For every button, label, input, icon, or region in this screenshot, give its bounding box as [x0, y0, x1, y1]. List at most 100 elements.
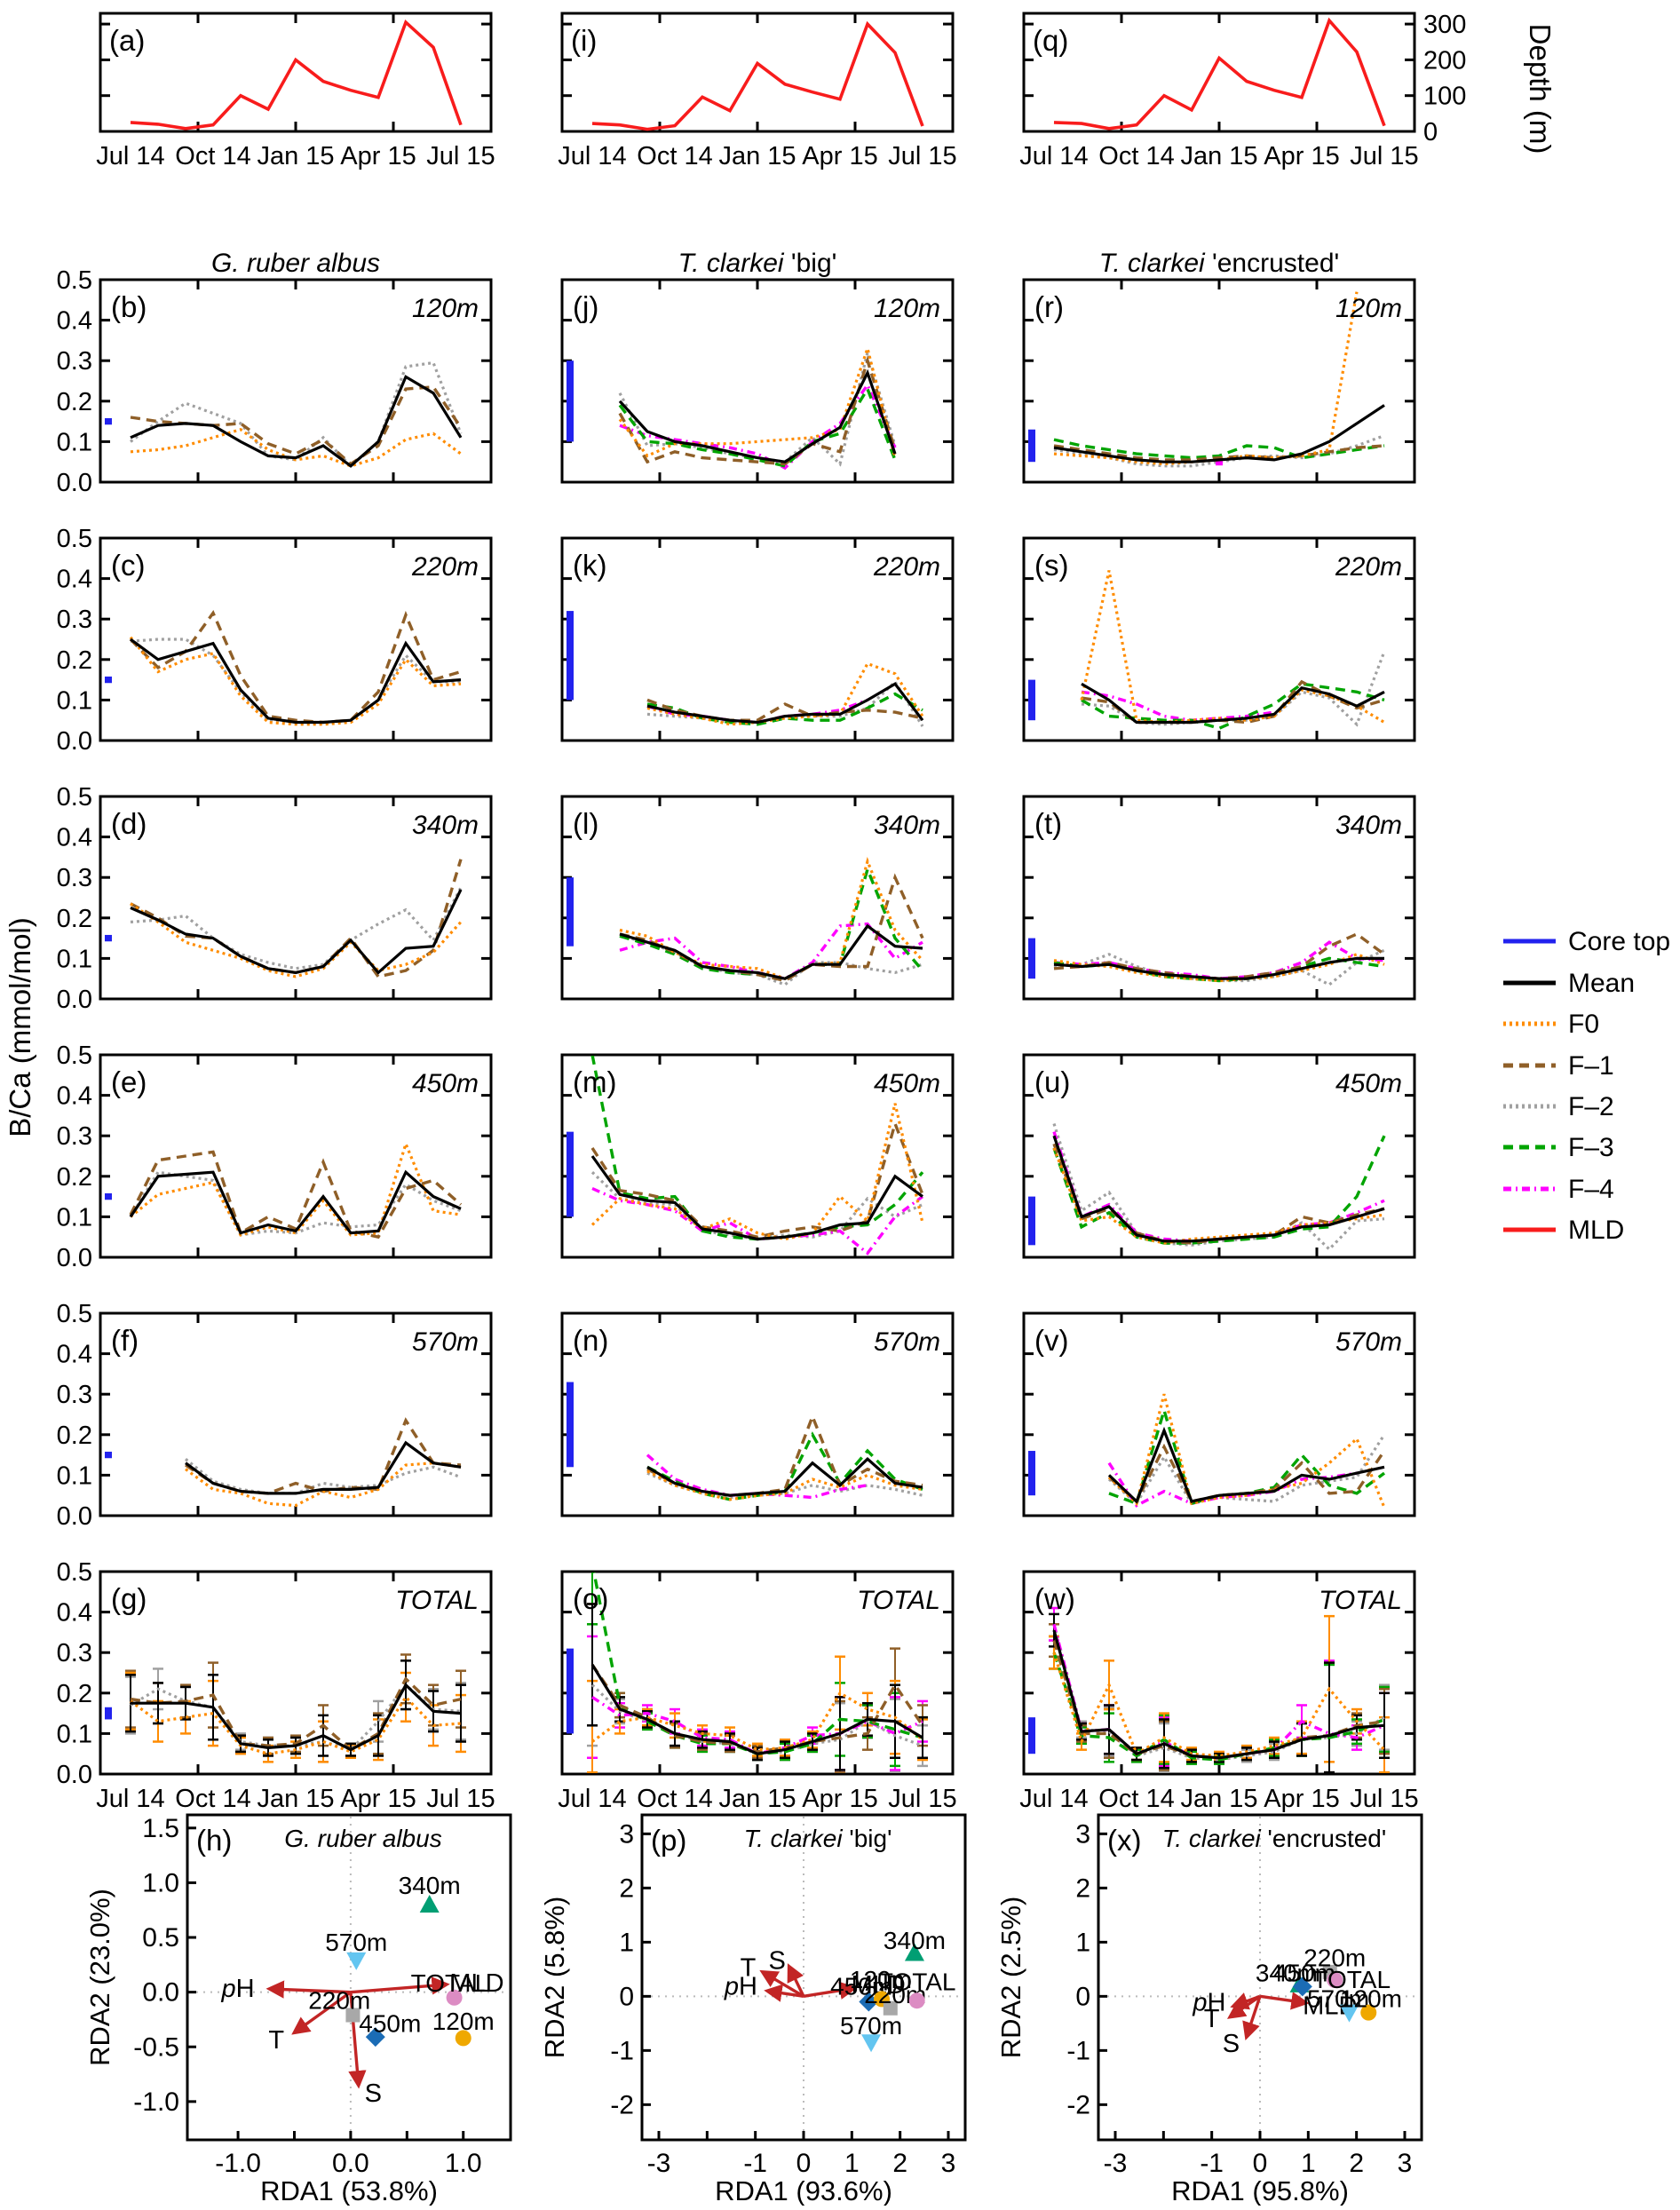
x-tick-label: -1: [743, 2149, 767, 2178]
x-tick-label: Jan 15: [257, 1785, 334, 1813]
x-tick-label: Oct 14: [1098, 142, 1174, 170]
site-marker-450m: [365, 2027, 385, 2048]
series-F-1-line: [130, 859, 463, 978]
x-tick-label: Apr 15: [1264, 1785, 1339, 1813]
x-tick-label: Apr 15: [802, 142, 877, 170]
x-tick-label: Jul 15: [888, 1785, 956, 1813]
series-Mean-line: [1052, 1629, 1385, 1760]
y-tick-label: 0.2: [57, 905, 92, 933]
y-tick-label: 0.3: [57, 864, 92, 892]
bca-panel-e: (e) 450m 0.0 0.1 0.2 0.3 0.4 0.5: [57, 1042, 493, 1272]
y-tick-label: 0.3: [57, 347, 92, 376]
bca-panel-o: (o) TOTAL Jul 14 Oct 14 Jan 15 Apr 15 Jul 15: [558, 1570, 957, 1813]
site-marker-570m: [861, 2034, 882, 2053]
core-top-bar: [105, 1451, 112, 1459]
y-tick-label: 0.0: [57, 986, 92, 1014]
series-F0-line: [1053, 291, 1359, 466]
series-group: [129, 609, 462, 726]
series-group: [1052, 1123, 1386, 1252]
mld-line: [130, 19, 463, 131]
series-F0-line: [130, 902, 463, 978]
env-label-T: T: [1204, 2005, 1220, 2033]
x-tick-label: 1.0: [445, 2149, 482, 2178]
site-marker-450m: [1292, 1976, 1312, 1997]
panel-letter: (x): [1107, 1824, 1141, 1857]
core-top-bar: [105, 934, 112, 942]
depth-row-label: TOTAL: [395, 1586, 479, 1615]
series-group: [646, 1412, 923, 1501]
x-tick-label: Oct 14: [1098, 1785, 1174, 1813]
env-arrow-pH: [764, 1984, 804, 2002]
series-F-2-line: [618, 346, 897, 467]
y-tick-label: 3: [1075, 1819, 1090, 1849]
core-top-bar: [1028, 938, 1035, 979]
series-F-2-line: [590, 1683, 923, 1755]
rda-xlabel: RDA1 (93.6%): [715, 2175, 892, 2206]
rda-title: G. ruber albus: [284, 1825, 441, 1852]
x-tick-label: Jul 14: [1019, 142, 1088, 170]
y-tick-label: -2: [1066, 2090, 1090, 2119]
core-top-bar: [105, 1192, 112, 1200]
x-tick-label: Apr 15: [1264, 142, 1339, 170]
core-top-bar: [1028, 1717, 1035, 1755]
core-top-bar: [1028, 679, 1035, 721]
panel-letter: (f): [111, 1324, 139, 1357]
core-top-bar: [1028, 1451, 1035, 1496]
series-F-2-line: [1053, 948, 1385, 986]
bca-panel-l: (l) 340m: [560, 795, 955, 1001]
series-Mean-line: [129, 1169, 462, 1235]
series-Mean-line: [130, 889, 463, 975]
series-group: [619, 856, 924, 986]
panel-box: [186, 1813, 512, 2142]
series-group: [1107, 1393, 1386, 1509]
depth-row-label: 220m: [1335, 552, 1402, 582]
series-Mean-line: [130, 638, 462, 725]
site-marker-570m: [1339, 2004, 1359, 2023]
y-tick-label: 3: [619, 1819, 634, 1849]
series-F0-line: [646, 1469, 923, 1501]
y-tick-label: 0.0: [57, 469, 92, 497]
depth-row-label: 220m: [411, 552, 479, 582]
env-label-S: S: [768, 1947, 785, 1976]
y-tick-label: 0.1: [57, 1461, 92, 1490]
mld-panel-i: (i) Jul 14 Oct 14 Jan 15 Apr 15 Jul 15: [558, 12, 957, 170]
env-label-pH: pH: [724, 1972, 757, 2000]
depth-row-label: 450m: [412, 1069, 479, 1098]
y-tick-label: 0.4: [57, 1599, 92, 1628]
depth-axis-label: Depth (m): [1524, 24, 1557, 154]
panel-letter: (a): [109, 24, 145, 57]
rda-ylabel: RDA2 (23.0%): [84, 1889, 115, 2066]
series-group: [129, 1139, 463, 1240]
env-label-pH: pH: [1192, 1989, 1225, 2017]
site-label-570m: 570m: [325, 1929, 387, 1956]
x-tick-label: Jul 15: [426, 1785, 495, 1813]
y-tick-label: 0.4: [57, 1082, 92, 1111]
panel-letter: (p): [651, 1824, 686, 1857]
panel-letter: (l): [573, 807, 598, 840]
site-label-TOTAL: TOTAL: [1312, 1966, 1391, 1993]
bca-panel-d: (d) 340m 0.0 0.1 0.2 0.3 0.4 0.5: [57, 783, 493, 1014]
legend-label: F0: [1568, 1010, 1599, 1039]
y-tick-label: 0.4: [57, 566, 92, 594]
bca-panel-r: (r) 120m: [1022, 278, 1416, 484]
legend-label: F–1: [1568, 1051, 1614, 1081]
series-F-4-line: [1053, 940, 1385, 980]
x-tick-label: 1: [844, 2149, 860, 2178]
y-tick-label: 0.4: [57, 824, 92, 852]
legend-item-mld: MLD: [1503, 1216, 1624, 1245]
series-F-2-line: [130, 886, 463, 970]
series-F-2-line: [590, 1171, 923, 1241]
depth-row-label: 340m: [1335, 811, 1402, 840]
panel-letter: (b): [111, 290, 147, 323]
series-F-1-line: [129, 609, 462, 725]
x-tick-label: -1: [1200, 2149, 1224, 2178]
series-group: [618, 343, 897, 471]
site-label-450m: 450m: [1273, 1960, 1335, 1987]
series-Mean-line: [1053, 404, 1385, 463]
series-F-1-line: [129, 1150, 463, 1240]
series-F0-line: [590, 1103, 924, 1241]
panel-letter: (n): [573, 1324, 608, 1357]
site-label-570m: 570m: [1307, 1984, 1369, 2012]
